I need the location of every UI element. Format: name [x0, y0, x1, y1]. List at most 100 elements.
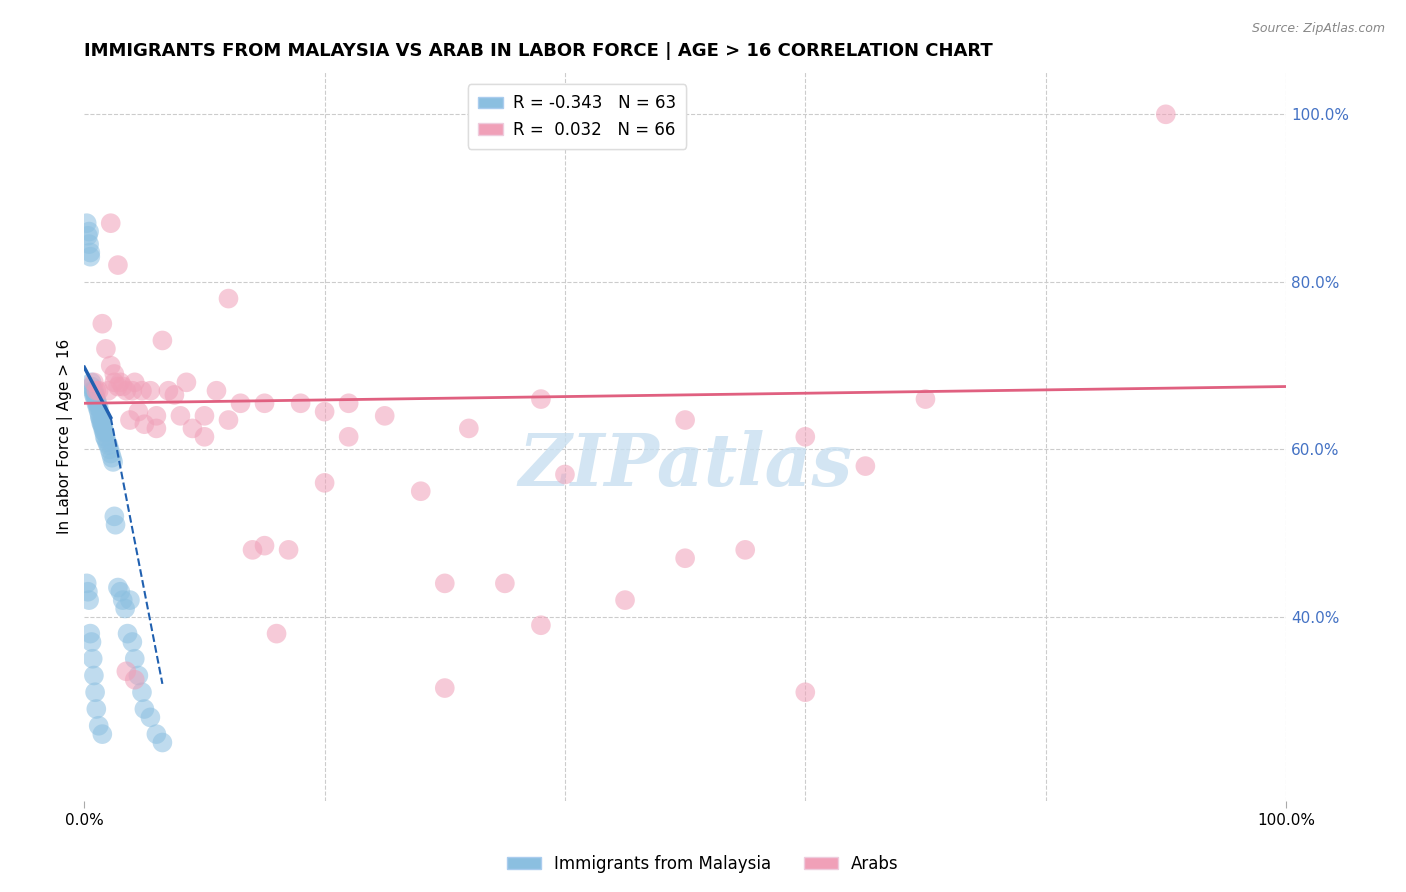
- Point: [181, 421, 204, 435]
- Point: [794, 430, 817, 444]
- Point: [193, 430, 215, 444]
- Text: Source: ZipAtlas.com: Source: ZipAtlas.com: [1251, 22, 1385, 36]
- Point: [218, 413, 240, 427]
- Point: [80, 379, 103, 393]
- Point: [103, 367, 125, 381]
- Point: [530, 618, 553, 632]
- Point: [104, 517, 127, 532]
- Point: [337, 430, 360, 444]
- Point: [673, 551, 696, 566]
- Point: [93, 424, 115, 438]
- Point: [193, 409, 215, 423]
- Point: [114, 601, 136, 615]
- Point: [96, 435, 118, 450]
- Point: [124, 376, 146, 390]
- Point: [83, 384, 105, 398]
- Text: IMMIGRANTS FROM MALAYSIA VS ARAB IN LABOR FORCE | AGE > 16 CORRELATION CHART: IMMIGRANTS FROM MALAYSIA VS ARAB IN LABO…: [84, 42, 993, 60]
- Point: [117, 626, 139, 640]
- Point: [77, 584, 100, 599]
- Point: [84, 384, 107, 398]
- Point: [127, 668, 149, 682]
- Point: [614, 593, 637, 607]
- Point: [794, 685, 817, 699]
- Point: [79, 245, 101, 260]
- Point: [163, 388, 186, 402]
- Point: [83, 376, 105, 390]
- Point: [734, 542, 756, 557]
- Point: [83, 388, 105, 402]
- Point: [127, 404, 149, 418]
- Point: [84, 392, 107, 406]
- Point: [253, 539, 276, 553]
- Point: [87, 384, 110, 398]
- Point: [84, 685, 107, 699]
- Point: [110, 376, 132, 390]
- Point: [80, 635, 103, 649]
- Point: [111, 379, 134, 393]
- Point: [121, 635, 143, 649]
- Point: [77, 225, 100, 239]
- Point: [1154, 107, 1177, 121]
- Point: [86, 401, 108, 415]
- Point: [84, 702, 107, 716]
- Point: [157, 384, 180, 398]
- Point: [100, 216, 122, 230]
- Point: [218, 292, 240, 306]
- Point: [101, 450, 124, 465]
- Point: [91, 727, 114, 741]
- Point: [139, 710, 162, 724]
- Point: [124, 652, 146, 666]
- Point: [107, 379, 129, 393]
- Point: [82, 384, 104, 398]
- Point: [229, 396, 252, 410]
- Text: ZIPatlas: ZIPatlas: [517, 431, 852, 501]
- Point: [139, 384, 162, 398]
- Point: [107, 258, 129, 272]
- Point: [107, 581, 129, 595]
- Point: [124, 673, 146, 687]
- Point: [84, 396, 107, 410]
- Point: [79, 626, 101, 640]
- Point: [111, 593, 134, 607]
- Point: [97, 384, 120, 398]
- Point: [77, 593, 100, 607]
- Point: [242, 542, 264, 557]
- Point: [115, 384, 138, 398]
- Point: [409, 484, 432, 499]
- Point: [914, 392, 936, 406]
- Point: [115, 665, 138, 679]
- Point: [337, 396, 360, 410]
- Point: [554, 467, 576, 482]
- Point: [530, 392, 553, 406]
- Point: [152, 735, 174, 749]
- Point: [314, 404, 336, 418]
- Point: [91, 317, 114, 331]
- Legend: Immigrants from Malaysia, Arabs: Immigrants from Malaysia, Arabs: [501, 848, 905, 880]
- Point: [121, 384, 143, 398]
- Point: [89, 409, 111, 423]
- Point: [93, 430, 115, 444]
- Point: [87, 719, 110, 733]
- Point: [290, 396, 312, 410]
- Point: [93, 421, 115, 435]
- Point: [77, 228, 100, 243]
- Point: [169, 409, 191, 423]
- Point: [79, 250, 101, 264]
- Point: [494, 576, 516, 591]
- Point: [90, 416, 112, 430]
- Point: [145, 409, 167, 423]
- Point: [91, 417, 114, 432]
- Point: [134, 702, 156, 716]
- Point: [101, 455, 124, 469]
- Y-axis label: In Labor Force | Age > 16: In Labor Force | Age > 16: [58, 339, 73, 534]
- Point: [76, 576, 98, 591]
- Point: [131, 685, 153, 699]
- Point: [84, 388, 107, 402]
- Point: [94, 432, 117, 446]
- Point: [266, 626, 288, 640]
- Point: [76, 216, 98, 230]
- Point: [87, 404, 110, 418]
- Point: [457, 421, 479, 435]
- Legend: R = -0.343   N = 63, R =  0.032   N = 66: R = -0.343 N = 63, R = 0.032 N = 66: [468, 85, 686, 149]
- Point: [94, 342, 117, 356]
